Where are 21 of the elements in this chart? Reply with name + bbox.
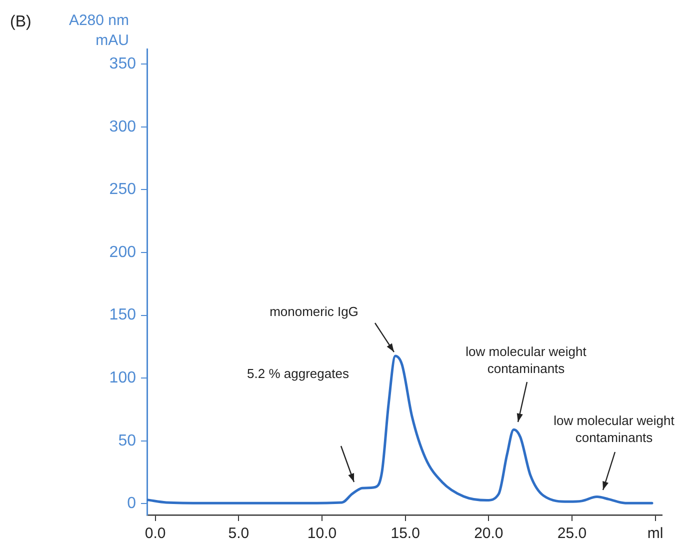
y-axis-title: A280 nm mAU	[68, 12, 129, 49]
y-tick-label: 250	[109, 181, 136, 198]
annotation: 5.2 % aggregates	[247, 366, 350, 381]
text: (B)	[10, 13, 32, 30]
x-tick-label: 10.0	[307, 525, 337, 542]
x-tick-label: 20.0	[474, 525, 504, 542]
y-tick-label: 350	[109, 55, 136, 72]
x-tick-label: 5.0	[228, 525, 250, 542]
y-tick-label: 100	[109, 369, 136, 386]
x-tick-label: 25.0	[557, 525, 587, 542]
y-tick-label: 0	[127, 495, 136, 512]
y-tick-label: 300	[109, 118, 136, 136]
x-tick-label: 15.0	[390, 525, 420, 542]
y-tick-label: 150	[109, 306, 136, 324]
x-tick-label: ml	[647, 525, 664, 542]
annotation: monomeric IgG	[270, 304, 358, 319]
annotation: low molecular weight contaminants	[554, 413, 675, 445]
annotation: low molecular weight contaminants	[466, 344, 587, 376]
y-tick-label: 200	[109, 244, 136, 261]
x-tick-label: 0.0	[144, 525, 166, 542]
y-tick-label: 50	[118, 432, 136, 450]
